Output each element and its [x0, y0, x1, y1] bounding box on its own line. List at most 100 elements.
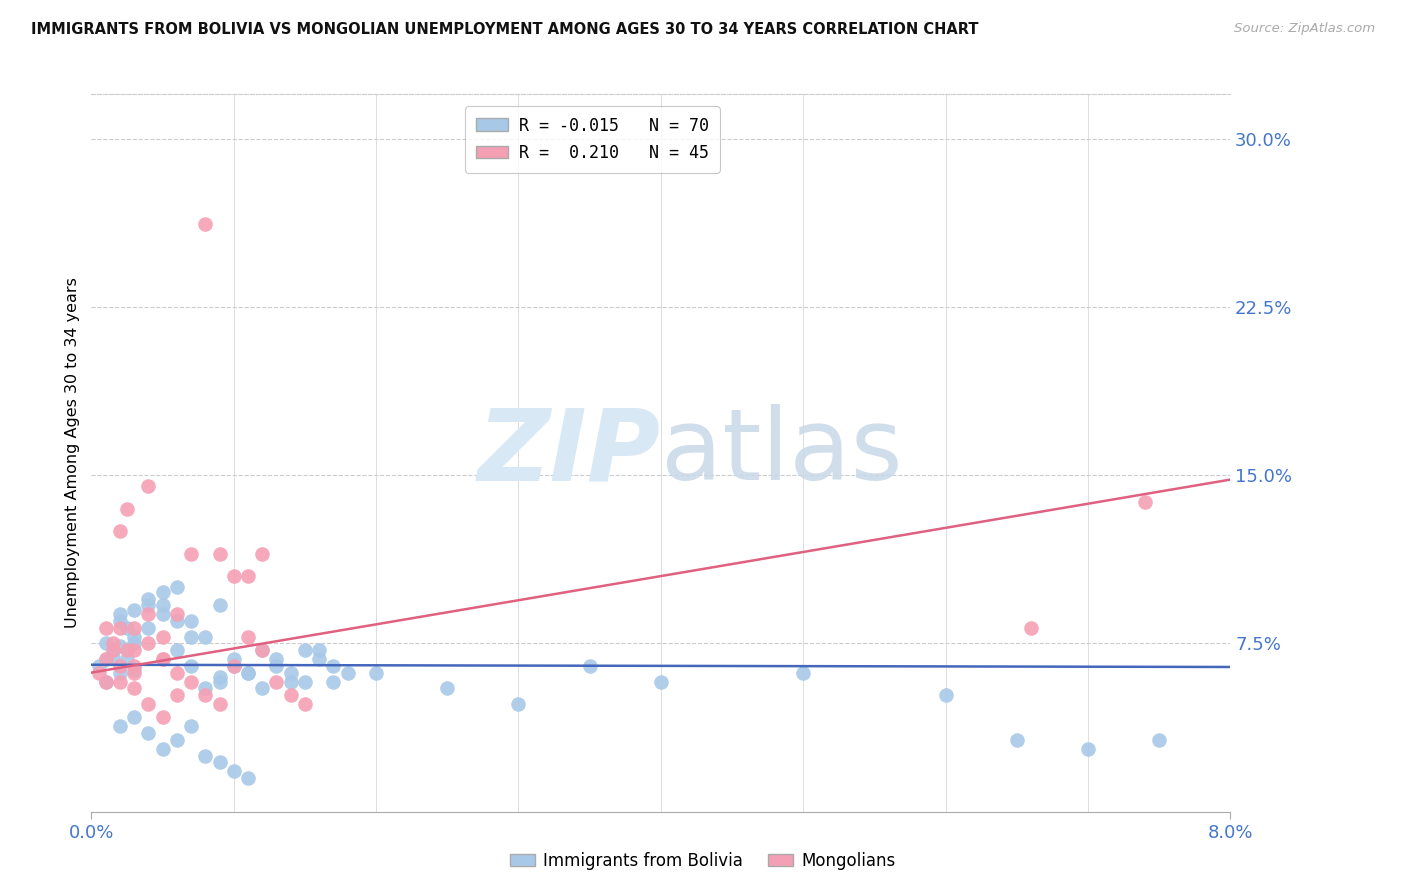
Point	[194, 630, 217, 644]
Text: atlas: atlas	[661, 404, 903, 501]
Point	[208, 756, 231, 770]
Point	[364, 665, 387, 680]
Text: Source: ZipAtlas.com: Source: ZipAtlas.com	[1234, 22, 1375, 36]
Point	[250, 643, 273, 657]
Point	[108, 607, 131, 622]
Point	[108, 524, 131, 539]
Point	[250, 547, 273, 561]
Point	[508, 697, 530, 711]
Point	[138, 636, 160, 650]
Point	[138, 479, 160, 493]
Point	[180, 547, 202, 561]
Text: IMMIGRANTS FROM BOLIVIA VS MONGOLIAN UNEMPLOYMENT AMONG AGES 30 TO 34 YEARS CORR: IMMIGRANTS FROM BOLIVIA VS MONGOLIAN UNE…	[31, 22, 979, 37]
Point	[266, 658, 288, 673]
Point	[108, 639, 131, 653]
Point	[180, 630, 202, 644]
Point	[934, 688, 956, 702]
Point	[236, 771, 259, 785]
Point	[208, 697, 231, 711]
Point	[94, 621, 117, 635]
Point	[294, 697, 316, 711]
Point	[122, 710, 145, 724]
Point	[436, 681, 458, 696]
Point	[266, 674, 288, 689]
Point	[108, 621, 131, 635]
Point	[122, 621, 145, 635]
Point	[101, 636, 124, 650]
Point	[208, 674, 231, 689]
Point	[108, 614, 131, 628]
Point	[322, 658, 344, 673]
Point	[108, 665, 131, 680]
Point	[166, 607, 188, 622]
Point	[208, 670, 231, 684]
Point	[122, 630, 145, 644]
Point	[194, 688, 217, 702]
Point	[1005, 733, 1028, 747]
Point	[194, 217, 217, 231]
Point	[180, 658, 202, 673]
Point	[138, 621, 160, 635]
Point	[322, 674, 344, 689]
Point	[250, 643, 273, 657]
Point	[115, 621, 138, 635]
Point	[208, 547, 231, 561]
Point	[194, 681, 217, 696]
Point	[180, 719, 202, 733]
Point	[122, 664, 145, 678]
Point	[166, 643, 188, 657]
Point	[94, 674, 117, 689]
Point	[108, 719, 131, 733]
Point	[94, 674, 117, 689]
Point	[166, 688, 188, 702]
Point	[650, 674, 672, 689]
Point	[208, 599, 231, 613]
Point	[138, 591, 160, 606]
Point	[236, 665, 259, 680]
Point	[194, 748, 217, 763]
Point	[280, 674, 302, 689]
Point	[152, 742, 174, 756]
Point	[122, 658, 145, 673]
Point	[87, 658, 110, 673]
Point	[280, 665, 302, 680]
Point	[166, 665, 188, 680]
Point	[336, 665, 359, 680]
Point	[101, 643, 124, 657]
Point	[94, 636, 117, 650]
Point	[138, 607, 160, 622]
Point	[578, 658, 600, 673]
Point	[122, 681, 145, 696]
Point	[122, 643, 145, 657]
Point	[138, 599, 160, 613]
Point	[108, 658, 131, 673]
Point	[101, 643, 124, 657]
Point	[108, 674, 131, 689]
Point	[115, 501, 138, 516]
Point	[122, 665, 145, 680]
Point	[180, 674, 202, 689]
Point	[222, 764, 245, 779]
Point	[222, 658, 245, 673]
Point	[1147, 733, 1170, 747]
Point	[308, 643, 330, 657]
Point	[222, 658, 245, 673]
Point	[115, 652, 138, 666]
Point	[138, 697, 160, 711]
Point	[1133, 495, 1156, 509]
Point	[152, 710, 174, 724]
Point	[308, 652, 330, 666]
Point	[94, 652, 117, 666]
Point	[152, 630, 174, 644]
Point	[294, 674, 316, 689]
Point	[266, 652, 288, 666]
Y-axis label: Unemployment Among Ages 30 to 34 years: Unemployment Among Ages 30 to 34 years	[65, 277, 80, 628]
Point	[1019, 621, 1042, 635]
Point	[792, 665, 814, 680]
Point	[222, 569, 245, 583]
Point	[236, 569, 259, 583]
Point	[180, 614, 202, 628]
Point	[1077, 742, 1099, 756]
Point	[94, 652, 117, 666]
Point	[152, 652, 174, 666]
